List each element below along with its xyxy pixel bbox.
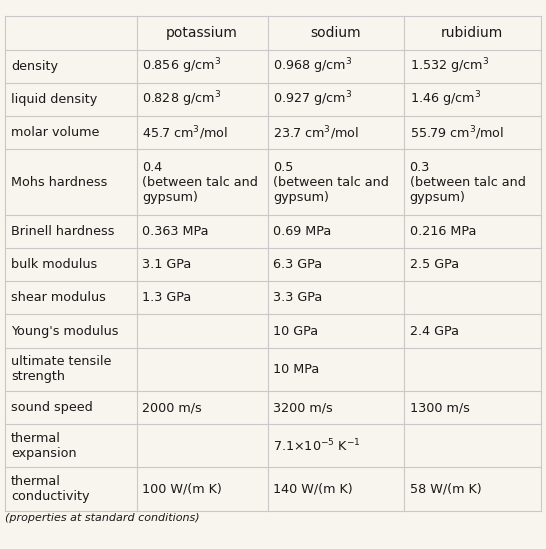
Text: 55.79 cm$^3$/mol: 55.79 cm$^3$/mol xyxy=(410,124,503,142)
Text: 0.5
(between talc and
gypsum): 0.5 (between talc and gypsum) xyxy=(273,161,389,204)
Text: 7.1×10$^{-5}$ K$^{-1}$: 7.1×10$^{-5}$ K$^{-1}$ xyxy=(273,438,361,454)
Text: 23.7 cm$^3$/mol: 23.7 cm$^3$/mol xyxy=(273,124,359,142)
Text: (properties at standard conditions): (properties at standard conditions) xyxy=(5,513,200,523)
Text: Mohs hardness: Mohs hardness xyxy=(11,176,108,189)
Text: 0.363 MPa: 0.363 MPa xyxy=(142,225,209,238)
Text: 45.7 cm$^3$/mol: 45.7 cm$^3$/mol xyxy=(142,124,228,142)
Text: sodium: sodium xyxy=(311,26,361,40)
Text: 6.3 GPa: 6.3 GPa xyxy=(273,258,322,271)
Text: 2.5 GPa: 2.5 GPa xyxy=(410,258,459,271)
Text: potassium: potassium xyxy=(166,26,238,40)
Text: thermal
conductivity: thermal conductivity xyxy=(11,475,90,503)
Text: 0.4
(between talc and
gypsum): 0.4 (between talc and gypsum) xyxy=(142,161,258,204)
Text: density: density xyxy=(11,60,58,73)
Text: 0.927 g/cm$^3$: 0.927 g/cm$^3$ xyxy=(273,89,352,109)
Text: 3200 m/s: 3200 m/s xyxy=(273,401,333,414)
Text: 100 W/(m K): 100 W/(m K) xyxy=(142,483,222,495)
Text: 0.828 g/cm$^3$: 0.828 g/cm$^3$ xyxy=(142,89,221,109)
Text: 1.3 GPa: 1.3 GPa xyxy=(142,292,191,304)
Text: thermal
expansion: thermal expansion xyxy=(11,432,76,460)
Text: ultimate tensile
strength: ultimate tensile strength xyxy=(11,355,111,383)
Text: 140 W/(m K): 140 W/(m K) xyxy=(273,483,353,495)
Text: Young's modulus: Young's modulus xyxy=(11,324,118,338)
Text: 0.856 g/cm$^3$: 0.856 g/cm$^3$ xyxy=(142,57,221,76)
Text: 1300 m/s: 1300 m/s xyxy=(410,401,470,414)
Text: sound speed: sound speed xyxy=(11,401,93,414)
Text: 3.3 GPa: 3.3 GPa xyxy=(273,292,322,304)
Text: 3.1 GPa: 3.1 GPa xyxy=(142,258,191,271)
Text: 58 W/(m K): 58 W/(m K) xyxy=(410,483,481,495)
Text: 1.46 g/cm$^3$: 1.46 g/cm$^3$ xyxy=(410,89,481,109)
Text: Brinell hardness: Brinell hardness xyxy=(11,225,115,238)
Text: shear modulus: shear modulus xyxy=(11,292,106,304)
Text: 2.4 GPa: 2.4 GPa xyxy=(410,324,459,338)
Text: 0.69 MPa: 0.69 MPa xyxy=(273,225,331,238)
Text: 1.532 g/cm$^3$: 1.532 g/cm$^3$ xyxy=(410,57,489,76)
Text: 10 GPa: 10 GPa xyxy=(273,324,318,338)
Text: molar volume: molar volume xyxy=(11,126,99,139)
Text: liquid density: liquid density xyxy=(11,93,97,106)
Text: bulk modulus: bulk modulus xyxy=(11,258,97,271)
Text: 2000 m/s: 2000 m/s xyxy=(142,401,202,414)
Text: rubidium: rubidium xyxy=(441,26,503,40)
Text: 10 MPa: 10 MPa xyxy=(273,363,319,376)
Text: 0.968 g/cm$^3$: 0.968 g/cm$^3$ xyxy=(273,57,353,76)
Text: 0.3
(between talc and
gypsum): 0.3 (between talc and gypsum) xyxy=(410,161,525,204)
Text: 0.216 MPa: 0.216 MPa xyxy=(410,225,476,238)
